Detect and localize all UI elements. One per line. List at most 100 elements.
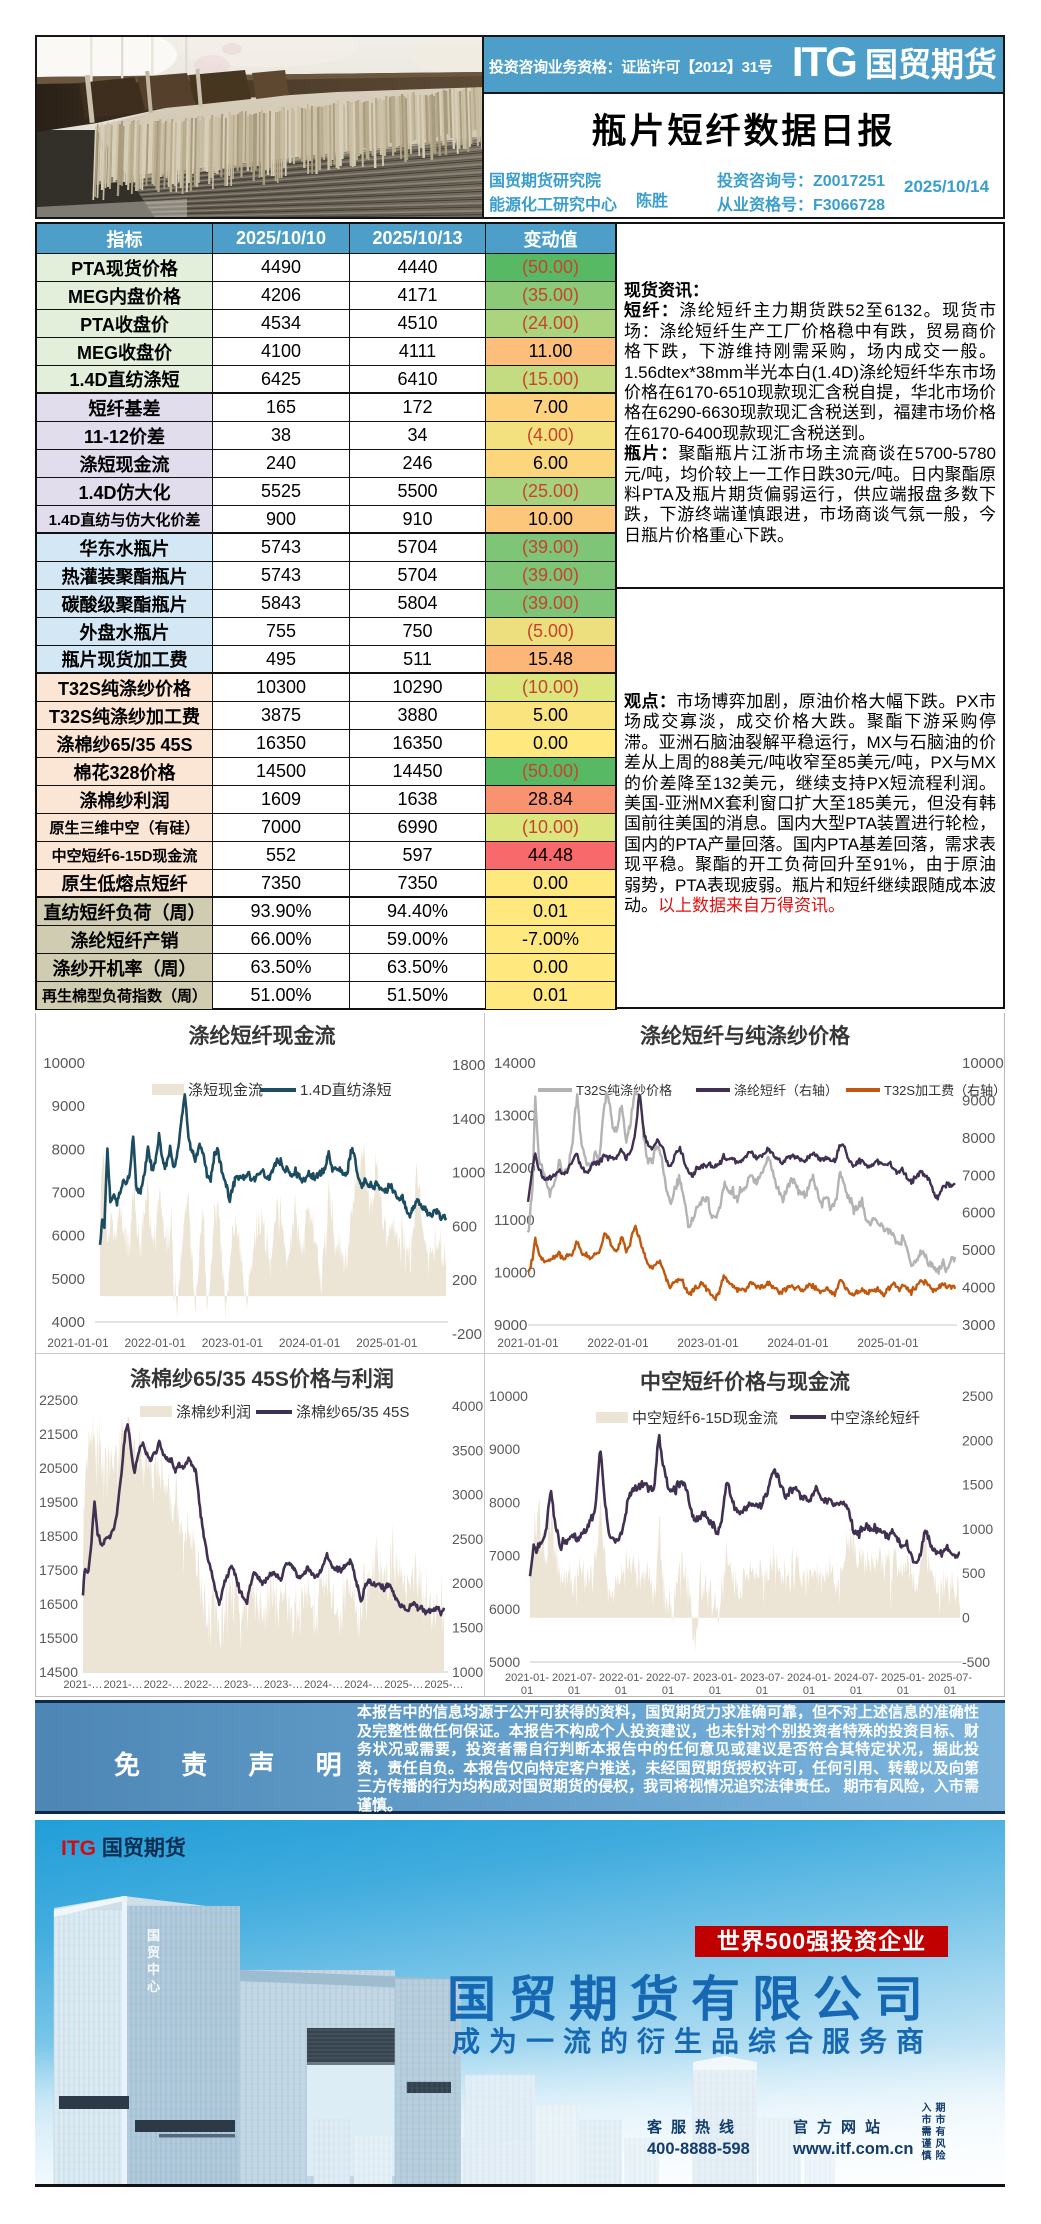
svg-text:21500: 21500 xyxy=(39,1426,78,1442)
svg-text:14000: 14000 xyxy=(494,1055,536,1072)
svg-text:2023-01-: 2023-01- xyxy=(693,1672,737,1684)
svg-text:8000: 8000 xyxy=(52,1141,85,1158)
svg-text:涤棉纱65/35 45S: 涤棉纱65/35 45S xyxy=(296,1404,409,1421)
svg-text:14500: 14500 xyxy=(39,1664,78,1680)
svg-text:6000: 6000 xyxy=(962,1205,995,1222)
svg-text:-200: -200 xyxy=(452,1326,482,1343)
svg-text:3000: 3000 xyxy=(962,1317,995,1334)
svg-text:4000: 4000 xyxy=(962,1280,995,1297)
svg-text:22500: 22500 xyxy=(39,1392,78,1408)
svg-text:2023-01-01: 2023-01-01 xyxy=(677,1336,739,1350)
svg-text:600: 600 xyxy=(452,1218,477,1235)
svg-text:01: 01 xyxy=(568,1685,580,1697)
svg-text:10000: 10000 xyxy=(962,1055,1004,1072)
svg-text:9000: 9000 xyxy=(494,1317,527,1334)
svg-text:-500: -500 xyxy=(962,1654,990,1670)
svg-text:3000: 3000 xyxy=(452,1487,483,1503)
svg-text:2023-…: 2023-… xyxy=(224,1679,263,1691)
svg-text:1000: 1000 xyxy=(962,1521,993,1537)
svg-text:2000: 2000 xyxy=(452,1575,483,1591)
svg-text:中空短纤6-15D现金流: 中空短纤6-15D现金流 xyxy=(632,1410,778,1427)
svg-text:3500: 3500 xyxy=(452,1442,483,1458)
svg-text:心: 心 xyxy=(147,1979,160,1994)
svg-text:2021-07-: 2021-07- xyxy=(552,1672,596,1684)
svg-text:01: 01 xyxy=(615,1685,627,1697)
svg-text:2025-…: 2025-… xyxy=(424,1679,463,1691)
svg-text:9000: 9000 xyxy=(489,1441,520,1457)
svg-text:01: 01 xyxy=(756,1685,768,1697)
svg-text:1000: 1000 xyxy=(452,1664,483,1680)
svg-text:17500: 17500 xyxy=(39,1562,78,1578)
svg-text:中: 中 xyxy=(147,1962,160,1977)
svg-text:7000: 7000 xyxy=(52,1185,85,1202)
svg-text:9000: 9000 xyxy=(962,1092,995,1109)
svg-text:2025-07-: 2025-07- xyxy=(928,1672,972,1684)
svg-text:1400: 1400 xyxy=(452,1111,485,1128)
svg-text:10000: 10000 xyxy=(494,1265,536,1282)
svg-text:2021-01-01: 2021-01-01 xyxy=(47,1336,109,1350)
svg-text:1000: 1000 xyxy=(452,1165,485,1182)
svg-text:6000: 6000 xyxy=(489,1601,520,1617)
svg-text:1.4D直纺涤短: 1.4D直纺涤短 xyxy=(300,1082,392,1099)
svg-text:2024-…: 2024-… xyxy=(344,1679,383,1691)
svg-text:2025-01-01: 2025-01-01 xyxy=(356,1336,418,1350)
svg-text:8000: 8000 xyxy=(962,1130,995,1147)
svg-text:中空涤纶短纤: 中空涤纶短纤 xyxy=(830,1410,920,1427)
svg-text:贸: 贸 xyxy=(147,1945,160,1960)
svg-text:2023-01-01: 2023-01-01 xyxy=(202,1336,264,1350)
svg-text:2025-…: 2025-… xyxy=(384,1679,423,1691)
svg-text:2024-01-: 2024-01- xyxy=(787,1672,831,1684)
svg-text:2022-…: 2022-… xyxy=(184,1679,223,1691)
svg-text:7000: 7000 xyxy=(962,1167,995,1184)
svg-text:涤棉纱65/35 45S价格与利润: 涤棉纱65/35 45S价格与利润 xyxy=(130,1367,394,1391)
svg-text:13000: 13000 xyxy=(494,1107,536,1124)
svg-text:2025-01-01: 2025-01-01 xyxy=(857,1336,919,1350)
svg-text:涤棉纱利润: 涤棉纱利润 xyxy=(176,1404,251,1421)
svg-text:2000: 2000 xyxy=(962,1432,993,1448)
svg-text:200: 200 xyxy=(452,1272,477,1289)
svg-text:2024-07-: 2024-07- xyxy=(834,1672,878,1684)
svg-text:16500: 16500 xyxy=(39,1596,78,1612)
svg-text:01: 01 xyxy=(709,1685,721,1697)
svg-text:2500: 2500 xyxy=(962,1388,993,1404)
svg-text:2022-01-01: 2022-01-01 xyxy=(125,1336,187,1350)
svg-text:10000: 10000 xyxy=(43,1055,85,1072)
svg-text:2022-…: 2022-… xyxy=(144,1679,183,1691)
svg-text:01: 01 xyxy=(897,1685,909,1697)
svg-text:5000: 5000 xyxy=(962,1242,995,1259)
svg-text:6000: 6000 xyxy=(52,1228,85,1245)
svg-text:中空短纤价格与现金流: 中空短纤价格与现金流 xyxy=(640,1370,850,1394)
svg-text:涤短现金流: 涤短现金流 xyxy=(188,1082,263,1099)
svg-text:2021-01-: 2021-01- xyxy=(505,1672,549,1684)
svg-text:01: 01 xyxy=(662,1685,674,1697)
svg-text:T32S加工费（右轴）: T32S加工费（右轴） xyxy=(884,1083,1006,1098)
svg-text:500: 500 xyxy=(962,1565,986,1581)
svg-text:01: 01 xyxy=(521,1685,533,1697)
svg-text:19500: 19500 xyxy=(39,1494,78,1510)
svg-text:12000: 12000 xyxy=(494,1160,536,1177)
svg-text:10000: 10000 xyxy=(489,1388,528,1404)
svg-text:01: 01 xyxy=(944,1685,956,1697)
svg-text:4000: 4000 xyxy=(452,1398,483,1414)
svg-text:T32S纯涤纱价格: T32S纯涤纱价格 xyxy=(576,1083,672,1098)
svg-text:涤纶短纤现金流: 涤纶短纤现金流 xyxy=(189,1024,336,1048)
svg-text:5000: 5000 xyxy=(52,1271,85,1288)
svg-text:2024-01-01: 2024-01-01 xyxy=(279,1336,341,1350)
svg-text:0: 0 xyxy=(962,1610,970,1626)
svg-text:7000: 7000 xyxy=(489,1548,520,1564)
svg-text:5000: 5000 xyxy=(489,1654,520,1670)
svg-text:2022-01-01: 2022-01-01 xyxy=(587,1336,649,1350)
svg-text:2023-…: 2023-… xyxy=(264,1679,303,1691)
svg-text:涤纶短纤（右轴）: 涤纶短纤（右轴） xyxy=(734,1083,838,1098)
svg-text:1500: 1500 xyxy=(962,1477,993,1493)
svg-text:国: 国 xyxy=(147,1928,160,1943)
svg-text:01: 01 xyxy=(850,1685,862,1697)
svg-text:2021-…: 2021-… xyxy=(104,1679,143,1691)
svg-text:1800: 1800 xyxy=(452,1057,485,1074)
svg-text:2021-…: 2021-… xyxy=(63,1679,102,1691)
svg-text:2023-07-: 2023-07- xyxy=(740,1672,784,1684)
svg-text:1500: 1500 xyxy=(452,1620,483,1636)
svg-text:2021-01-01: 2021-01-01 xyxy=(497,1336,559,1350)
svg-text:2025-01-: 2025-01- xyxy=(881,1672,925,1684)
svg-text:2022-07-: 2022-07- xyxy=(646,1672,690,1684)
